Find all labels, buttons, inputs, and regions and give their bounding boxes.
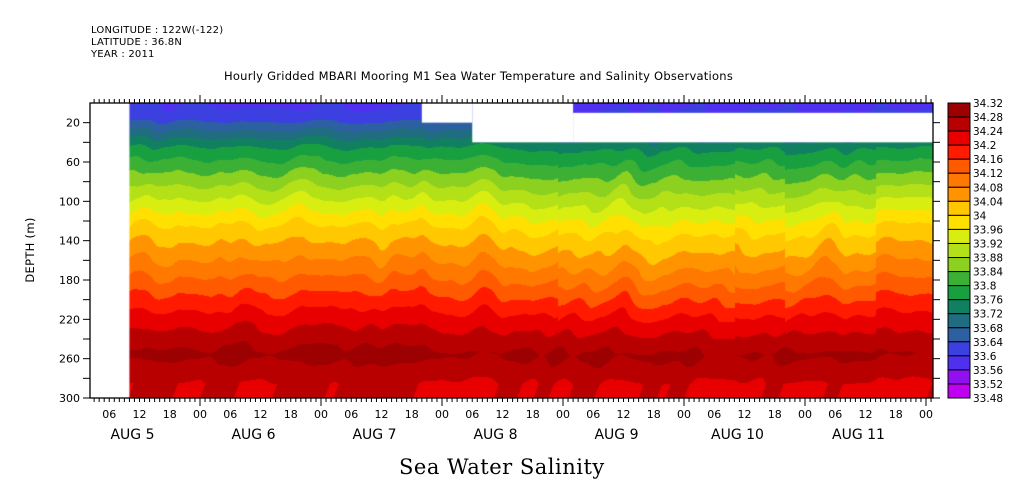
x-hour-label: 18 [889, 408, 903, 421]
x-hour-label: 00 [677, 408, 691, 421]
y-tick-label: 260 [59, 353, 80, 366]
x-hour-label: 12 [133, 408, 147, 421]
y-tick-label: 140 [59, 235, 80, 248]
axes-group: 20 60 100 140 180 220 260 300 06 12 18 00 06 12 18 00 06… [59, 95, 940, 443]
colorbar-swatch [947, 313, 971, 329]
colorbar-label: 33.56 [973, 365, 1003, 377]
x-day-label: AUG 11 [832, 427, 885, 443]
colorbar-label: 34.04 [973, 196, 1003, 208]
colorbar-swatch [947, 327, 971, 343]
x-hour-label: 00 [435, 408, 449, 421]
colorbar-label: 33.52 [973, 379, 1003, 391]
x-day-label: AUG 5 [110, 427, 154, 443]
colorbar-swatch [947, 186, 971, 202]
x-hour-label: 06 [828, 408, 842, 421]
colorbar-label: 34 [973, 210, 987, 222]
colorbar-swatch [947, 271, 971, 287]
colorbar-swatch [947, 130, 971, 146]
colorbar-label: 33.64 [973, 337, 1003, 349]
x-hour-label: 00 [798, 408, 812, 421]
colorbar-swatch [947, 144, 971, 160]
colorbar-swatch [947, 242, 971, 259]
colorbar-swatch [947, 102, 971, 118]
y-tick-label: 20 [66, 117, 80, 130]
year-label: YEAR : 2011 [91, 49, 155, 60]
colorbar-swatch [947, 341, 971, 357]
colorbar: 34.32 34.28 34.24 34.2 34.16 34.12 34.08 34.04 3… [947, 98, 1003, 405]
colorbar-swatch [947, 285, 971, 301]
x-day-label: AUG 8 [473, 427, 517, 443]
colorbar-swatch [947, 214, 971, 230]
x-hour-label: 18 [405, 408, 419, 421]
x-hour-label: 00 [314, 408, 328, 421]
colorbar-label: 34.28 [973, 112, 1003, 124]
colorbar-label: 33.96 [973, 224, 1003, 236]
longitude-label: LONGITUDE : 122W(-122) [91, 25, 224, 36]
y-tick-label: 60 [66, 156, 80, 169]
colorbar-swatch [947, 172, 971, 188]
colorbar-swatch [947, 158, 971, 174]
colorbar-label: 34.16 [973, 154, 1003, 166]
colorbar-swatch [947, 200, 971, 216]
x-axis-label: Sea Water Salinity [399, 455, 605, 479]
colorbar-swatch [947, 383, 971, 399]
colorbar-label: 34.2 [973, 140, 996, 152]
x-day-label: AUG 6 [231, 427, 275, 443]
x-hour-label: 06 [465, 408, 479, 421]
x-hour-label: 06 [344, 408, 358, 421]
x-hour-label: 18 [163, 408, 177, 421]
colorbar-swatch [947, 355, 971, 371]
colorbar-swatch [947, 257, 971, 273]
x-day-label: AUG 9 [594, 427, 638, 443]
colorbar-label: 33.84 [973, 267, 1003, 279]
x-hour-label: 06 [707, 408, 721, 421]
y-tick-label: 180 [59, 274, 80, 287]
y-tick-label: 100 [59, 195, 80, 208]
colorbar-swatch [947, 116, 971, 132]
colorbar-label: 34.08 [973, 182, 1003, 194]
plot-frame [89, 102, 934, 399]
colorbar-label: 34.32 [973, 98, 1003, 110]
x-hour-label: 12 [859, 408, 873, 421]
salinity-contour-field [90, 103, 933, 398]
colorbar-label: 33.6 [973, 351, 997, 363]
colorbar-label: 34.12 [973, 168, 1003, 180]
colorbar-label: 33.68 [973, 323, 1003, 335]
x-hour-label: 18 [768, 408, 782, 421]
colorbar-label: 33.8 [973, 281, 996, 293]
colorbar-swatch [947, 299, 971, 315]
y-tick-label: 300 [59, 392, 80, 405]
x-day-label: AUG 10 [711, 427, 764, 443]
x-hour-label: 06 [586, 408, 600, 421]
x-hour-label: 18 [526, 408, 540, 421]
x-hour-label: 00 [919, 408, 933, 421]
x-hour-label: 12 [375, 408, 389, 421]
x-hour-label: 06 [223, 408, 237, 421]
latitude-label: LATITUDE : 36.8N [91, 37, 183, 48]
x-hour-label: 12 [496, 408, 510, 421]
colorbar-swatch [947, 369, 971, 385]
x-hour-label: 18 [647, 408, 661, 421]
colorbar-label: 33.76 [973, 295, 1003, 307]
colorbar-label: 33.92 [973, 238, 1003, 250]
chart-title: Hourly Gridded MBARI Mooring M1 Sea Wate… [224, 69, 734, 83]
x-hour-label: 12 [254, 408, 268, 421]
colorbar-label: 33.72 [973, 309, 1003, 321]
x-hour-label: 18 [284, 408, 298, 421]
colorbar-label: 33.88 [973, 253, 1003, 265]
x-hour-label: 00 [193, 408, 207, 421]
x-hour-label: 00 [556, 408, 570, 421]
y-tick-label: 220 [59, 313, 80, 326]
x-hour-label: 12 [617, 408, 631, 421]
colorbar-swatch [947, 228, 971, 244]
colorbar-label: 34.24 [973, 126, 1003, 138]
x-day-label: AUG 7 [352, 427, 396, 443]
x-hour-label: 06 [102, 408, 116, 421]
x-hour-label: 12 [738, 408, 752, 421]
colorbar-label: 33.48 [973, 393, 1003, 405]
